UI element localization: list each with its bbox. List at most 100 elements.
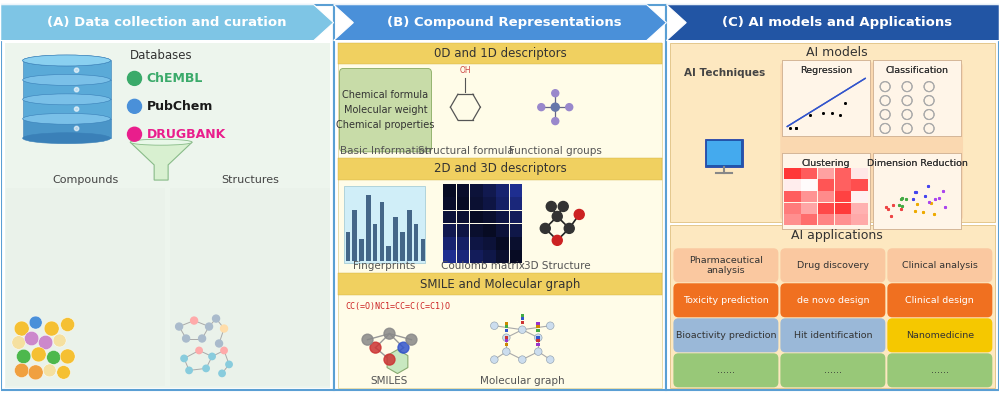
Circle shape [384,354,395,365]
Bar [470,224,483,237]
Bar [851,179,868,190]
Bar [496,250,509,263]
FancyBboxPatch shape [673,353,778,387]
Bar [784,168,801,179]
Bar [457,184,469,197]
Bar [510,250,522,263]
Bar [782,60,870,136]
Circle shape [31,347,46,362]
Text: ......: ...... [931,366,949,375]
Circle shape [57,366,70,379]
Bar [170,188,330,386]
Circle shape [491,356,498,363]
FancyBboxPatch shape [673,248,778,282]
FancyBboxPatch shape [780,62,963,220]
Text: Hit identification: Hit identification [794,331,872,340]
Bar [393,217,398,261]
Bar [818,168,834,179]
Bar [801,191,817,202]
Circle shape [191,317,198,324]
Circle shape [60,349,75,364]
Bar [510,211,522,224]
Bar [835,179,851,190]
Text: Classification: Classification [886,66,949,75]
Text: Clinical analysis: Clinical analysis [902,261,978,270]
Bar [421,239,425,261]
Text: CC(=O)NC1=CC=C(C=C1)O: CC(=O)NC1=CC=C(C=C1)O [346,302,451,311]
Bar [483,184,496,197]
Bar [505,343,508,346]
Bar [784,191,801,202]
FancyBboxPatch shape [340,68,431,152]
Text: SMILES: SMILES [371,376,408,386]
Bar [670,43,995,222]
Text: AI models: AI models [806,46,868,59]
Bar [359,239,364,261]
Bar [496,184,509,197]
Bar [483,211,496,224]
Circle shape [128,127,141,141]
Bar [443,184,456,197]
Bar [851,203,868,214]
Circle shape [552,118,559,124]
Circle shape [186,367,192,374]
Text: PubChem: PubChem [146,100,213,113]
Text: (B) Compound Representations: (B) Compound Representations [387,16,621,29]
Bar [835,191,851,202]
Bar [510,237,522,250]
Bar [505,325,508,328]
Bar [443,211,456,224]
Text: Dimension Reduction: Dimension Reduction [867,159,968,168]
Circle shape [552,235,562,245]
Circle shape [546,201,556,211]
Bar [873,153,961,229]
Text: Structural formula: Structural formula [418,146,513,156]
Text: 0D and 1D descriptors: 0D and 1D descriptors [434,47,566,60]
Circle shape [28,365,43,380]
Circle shape [74,87,79,92]
Text: Basic Information: Basic Information [340,146,431,156]
Circle shape [53,334,66,347]
Bar [835,168,851,179]
Bar [851,191,868,202]
Bar [536,329,540,332]
Circle shape [209,353,215,359]
Bar [536,343,540,346]
Bar [505,329,508,332]
Bar [873,60,961,136]
FancyBboxPatch shape [887,318,992,352]
Bar [521,321,524,324]
Bar [536,322,540,325]
Bar [23,100,111,119]
Bar [818,203,834,214]
Circle shape [38,335,53,350]
Bar [366,195,371,261]
FancyBboxPatch shape [673,318,778,352]
Bar [496,237,509,250]
Text: de novo design: de novo design [797,296,869,305]
Bar [457,250,469,263]
Bar [818,179,834,190]
Circle shape [206,323,213,330]
Bar [23,119,111,138]
Bar [521,314,524,317]
Bar [801,214,817,225]
Circle shape [574,209,584,220]
Bar [483,198,496,210]
Bar [851,179,868,190]
Text: Drug discovery: Drug discovery [797,261,869,270]
Circle shape [16,349,31,364]
Bar [344,186,425,263]
FancyBboxPatch shape [673,283,778,317]
Bar [782,153,870,229]
Bar [400,232,405,261]
Bar [407,210,412,261]
Bar [801,214,817,225]
Bar [352,210,357,261]
FancyBboxPatch shape [780,353,885,387]
Circle shape [183,335,190,342]
Ellipse shape [23,55,111,66]
Bar [457,237,469,250]
Circle shape [406,334,417,345]
Ellipse shape [23,133,111,144]
